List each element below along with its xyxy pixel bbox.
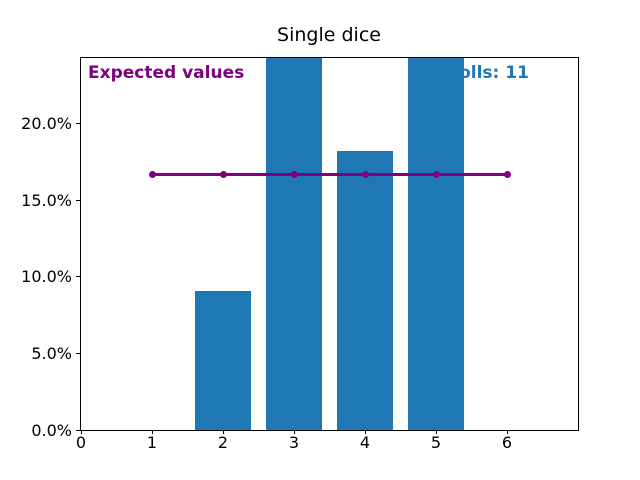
- x-tick-mark: [151, 430, 153, 434]
- x-tick-mark: [222, 430, 224, 434]
- y-tick-label: 20.0%: [21, 114, 72, 134]
- x-tick-label: 3: [288, 433, 300, 452]
- y-tick-label: 5.0%: [31, 343, 72, 363]
- y-tick-mark: [76, 352, 80, 354]
- y-tick-mark: [76, 276, 80, 278]
- plot-area: Expected values Rolls: 11: [80, 57, 579, 431]
- x-tick-mark: [293, 430, 295, 434]
- x-tick-label: 5: [430, 433, 442, 452]
- expected-values-label: Expected values: [88, 63, 245, 83]
- x-tick-label: 4: [359, 433, 371, 452]
- expected-value-marker: [361, 170, 369, 178]
- rolls-count-label: Rolls: 11: [446, 63, 529, 83]
- x-tick-mark: [364, 430, 366, 434]
- y-tick-mark: [76, 429, 80, 431]
- x-tick-mark: [506, 430, 508, 434]
- y-tick-label: 15.0%: [21, 190, 72, 210]
- x-tick-mark: [80, 430, 82, 434]
- bar-x4: [336, 151, 394, 430]
- x-tick-label: 6: [501, 433, 513, 452]
- expected-value-marker: [503, 170, 511, 178]
- chart-title: Single dice: [277, 24, 381, 46]
- x-tick-label: 2: [217, 433, 229, 452]
- expected-value-marker: [432, 170, 440, 178]
- y-tick-mark: [76, 123, 80, 125]
- x-tick-label: 1: [146, 433, 158, 452]
- y-tick-label: 0.0%: [31, 420, 72, 440]
- expected-value-line: [152, 172, 507, 176]
- expected-value-marker: [290, 170, 298, 178]
- expected-value-marker: [148, 170, 156, 178]
- bar-x3: [265, 58, 323, 430]
- x-tick-mark: [435, 430, 437, 434]
- x-tick-label: 0: [75, 433, 87, 452]
- bar-x2: [194, 290, 252, 430]
- y-tick-label: 10.0%: [21, 267, 72, 287]
- bar-x5: [407, 58, 465, 430]
- expected-value-marker: [219, 170, 227, 178]
- y-tick-mark: [76, 199, 80, 201]
